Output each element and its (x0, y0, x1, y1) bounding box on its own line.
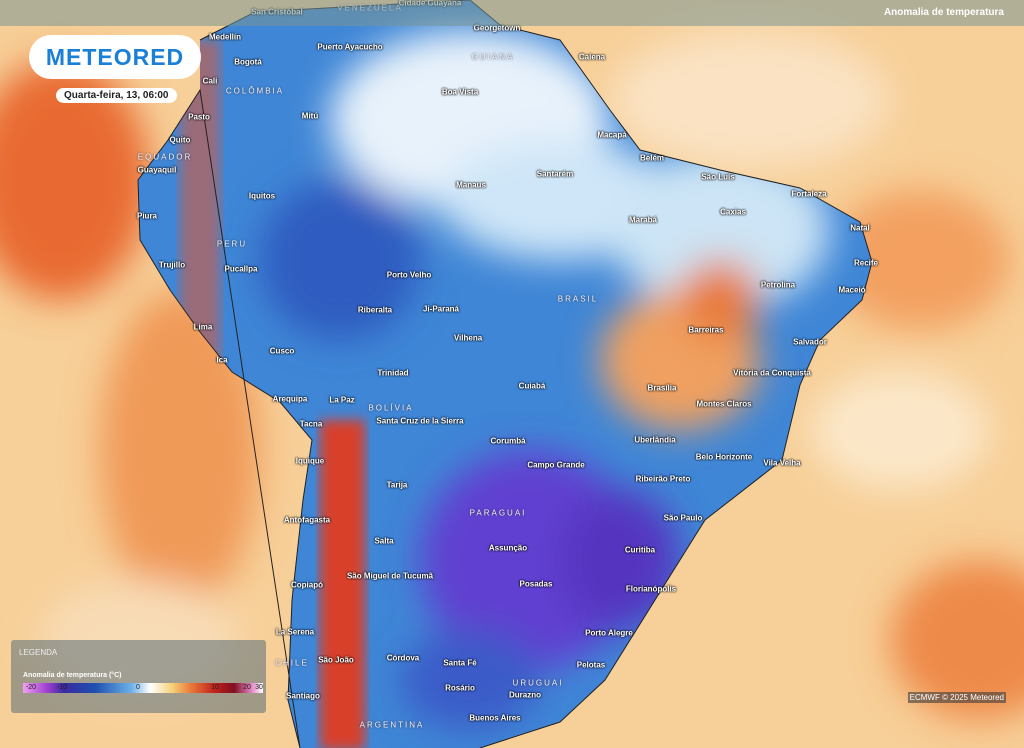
city-label: Medellín (208, 32, 242, 42)
city-label: Caiena (578, 52, 606, 62)
city-label: Pucallpa (224, 264, 258, 274)
city-label: Montes Claros (696, 399, 752, 409)
city-label: Buenos Aires (469, 713, 521, 723)
city-label: La Paz (329, 395, 355, 405)
country-label: EQUADOR (137, 152, 193, 162)
city-label: Maceió (838, 285, 866, 295)
city-label: Bogotá (234, 57, 262, 67)
city-label: Mitú (301, 111, 319, 121)
legend: LEGENDA Anomalia de temperatura (°C) -20… (11, 640, 266, 713)
top-bar: Anomalia de temperatura (0, 0, 1024, 26)
city-label: Salta (374, 536, 394, 546)
city-label: Santiago (286, 691, 320, 701)
city-label: Boa Vista (441, 87, 479, 97)
city-label: Uberlândia (634, 435, 676, 445)
city-label: Santa Cruz de la Sierra (376, 416, 464, 426)
city-label: Santa Fé (443, 658, 477, 668)
legend-title: LEGENDA (19, 648, 58, 657)
legend-tick: 10 (211, 684, 219, 691)
city-label: Vitória da Conquista (733, 368, 811, 378)
city-label: Rosário (445, 683, 475, 693)
city-label: Guayaquil (137, 165, 177, 175)
city-label: Corumbá (490, 436, 526, 446)
country-label: BRASIL (557, 294, 599, 304)
city-label: Manaus (456, 180, 486, 190)
city-label: Puerto Ayacucho (317, 42, 383, 52)
city-label: Belém (639, 153, 665, 163)
city-label: São Luís (701, 172, 735, 182)
city-label: Lima (193, 322, 213, 332)
city-label: Ji-Paraná (422, 304, 460, 314)
country-label: BOLÍVIA (368, 403, 414, 413)
city-label: Fortaleza (791, 189, 827, 199)
city-label: Barreiras (688, 325, 724, 335)
city-label: Antofagasta (283, 515, 331, 525)
credit: ECMWF © 2025 Meteored (907, 692, 1006, 703)
city-label: La Serena (275, 627, 315, 637)
legend-tick: 0 (136, 684, 140, 691)
city-label: Pasto (188, 112, 210, 122)
city-label: Petrolina (760, 280, 796, 290)
city-label: Tacna (299, 419, 323, 429)
city-label: Iquique (295, 456, 325, 466)
city-label: Piura (136, 211, 158, 221)
city-label: São Paulo (663, 513, 703, 523)
city-label: Quito (169, 135, 191, 145)
city-label: Pelotas (576, 660, 606, 670)
city-label: Posadas (519, 579, 553, 589)
layer-name: Anomalia de temperatura (883, 7, 1004, 18)
city-label: São Miguel de Tucumã (346, 571, 434, 581)
legend-tick: -20 (25, 684, 37, 691)
legend-tick: 30 (255, 684, 263, 691)
city-label: Cuiabá (518, 381, 546, 391)
date-badge: Quarta-feira, 13, 06:00 (56, 88, 177, 103)
country-label: CHILE (275, 658, 309, 668)
city-label: Córdova (386, 653, 420, 663)
city-label: Vila Velha (763, 458, 801, 468)
city-label: Georgetown (473, 23, 521, 33)
city-label: Natal (850, 223, 870, 233)
city-label: Caxias (720, 207, 746, 217)
city-label: Cali (202, 76, 218, 86)
city-label: São João (318, 655, 354, 665)
logo[interactable]: METEORED (29, 35, 201, 79)
legend-tick: 20 (243, 684, 251, 691)
city-label: Florianópolis (625, 584, 677, 594)
legend-tick: -10 (56, 684, 68, 691)
city-label: Arequipa (272, 394, 308, 404)
color-bar (23, 683, 263, 693)
city-label: Ribeirão Preto (635, 474, 691, 484)
city-label: Assunção (488, 543, 528, 553)
country-label: GUIANA (471, 52, 515, 62)
city-label: Tarija (386, 480, 408, 490)
country-label: COLÔMBIA (225, 86, 285, 96)
city-label: Brasília (647, 383, 677, 393)
country-label: PARAGUAI (469, 508, 527, 518)
city-label: Trujillo (158, 260, 186, 270)
city-label: Ica (216, 355, 228, 365)
city-label: Porto Alegre (585, 628, 633, 638)
country-label: ARGENTINA (359, 720, 425, 730)
city-label: Vilhena (453, 333, 483, 343)
legend-subtitle: Anomalia de temperatura (°C) (23, 672, 122, 679)
city-label: Macapá (597, 130, 627, 140)
city-label: Iquitos (248, 191, 276, 201)
city-label: Belo Horizonte (695, 452, 753, 462)
city-label: Durazno (509, 690, 541, 700)
city-label: Porto Velho (386, 270, 432, 280)
city-label: Campo Grande (527, 460, 585, 470)
city-label: Trinidad (377, 368, 409, 378)
city-label: Riberalta (357, 305, 393, 315)
city-label: Salvador (793, 337, 827, 347)
city-label: Santarém (536, 169, 574, 179)
city-label: Marabá (628, 215, 658, 225)
country-label: PERU (216, 239, 248, 249)
country-label: URUGUAI (512, 678, 564, 688)
city-label: Cusco (269, 346, 295, 356)
city-label: Copiapó (291, 580, 323, 590)
city-label: Recife (853, 258, 879, 268)
city-label: Curitiba (624, 545, 656, 555)
